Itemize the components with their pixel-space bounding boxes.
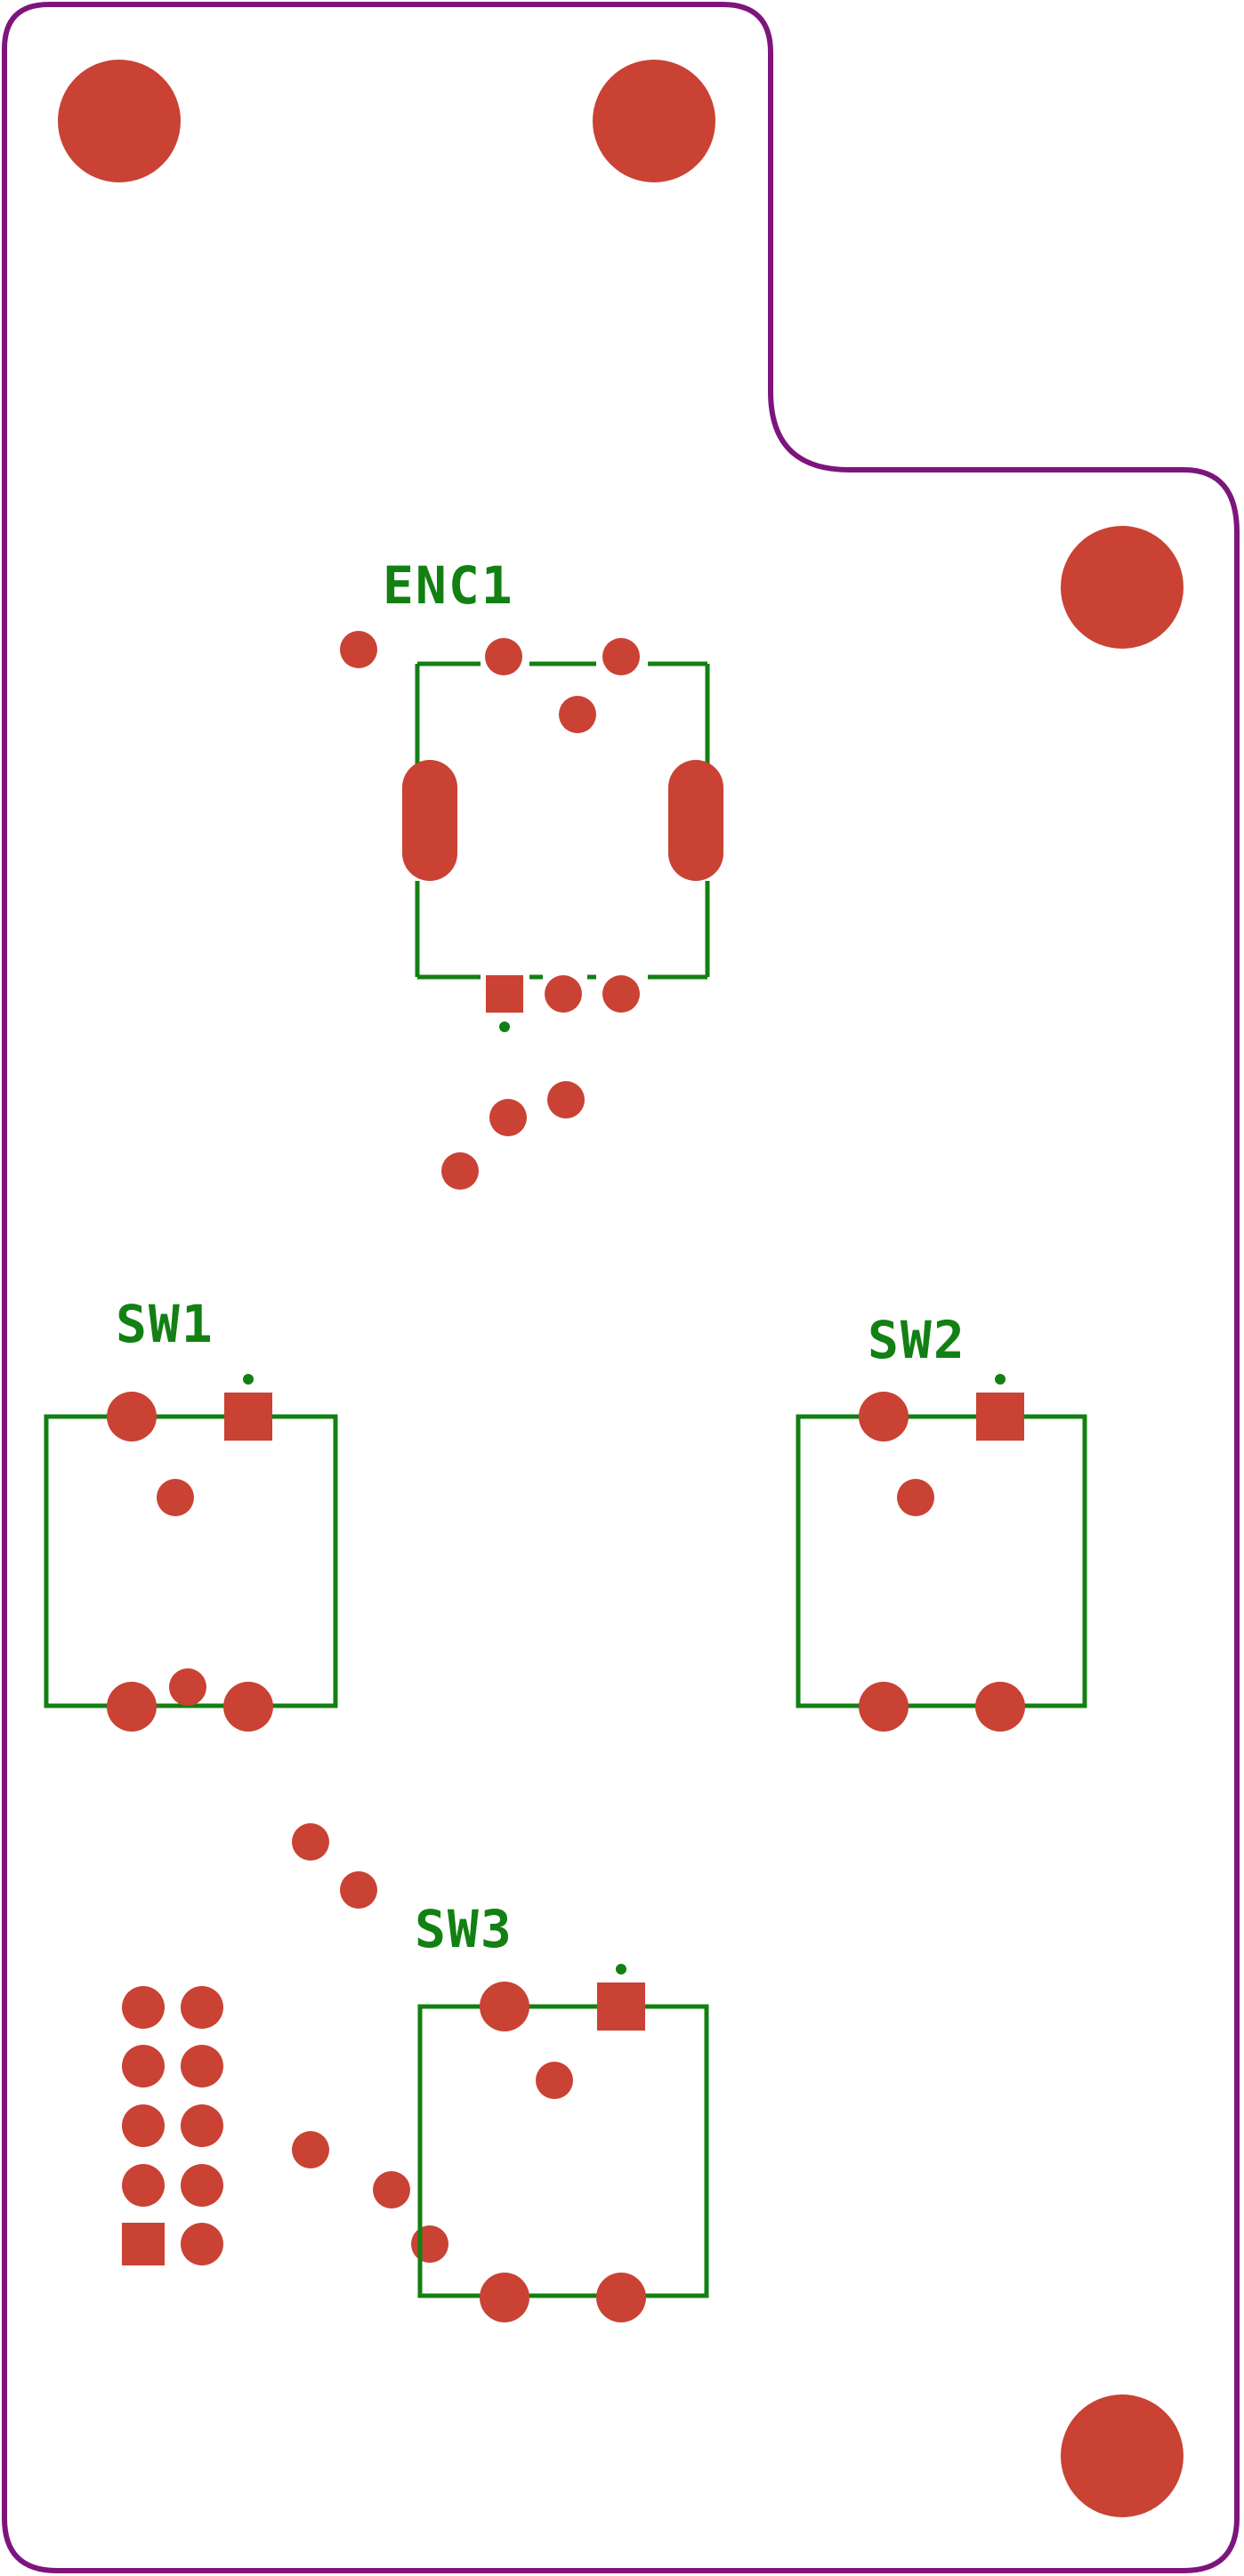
via bbox=[441, 1152, 479, 1190]
pad bbox=[485, 638, 522, 675]
sw1-silkscreen-outline bbox=[44, 1414, 338, 1708]
enc1-pads bbox=[402, 638, 723, 1013]
pad bbox=[181, 2045, 223, 2087]
via bbox=[373, 2171, 410, 2209]
sw3-footprint: SW3 bbox=[415, 1899, 709, 2322]
mounting-hole bbox=[1061, 526, 1183, 649]
pad bbox=[975, 1682, 1025, 1732]
pad bbox=[107, 1392, 157, 1441]
sw3-pads bbox=[480, 1982, 646, 2322]
sw2-silkscreen-outline bbox=[796, 1414, 1087, 1708]
pad bbox=[480, 2273, 529, 2322]
pad bbox=[545, 975, 582, 1013]
mounting-hole bbox=[593, 60, 715, 182]
pad bbox=[107, 1682, 157, 1732]
pad bbox=[181, 2104, 223, 2147]
via bbox=[292, 2131, 329, 2168]
pad bbox=[157, 1479, 194, 1516]
sw2-pads bbox=[859, 1392, 1025, 1732]
mounting-holes bbox=[58, 60, 1183, 2517]
sw2-footprint: SW2 bbox=[796, 1310, 1087, 1732]
sw1-footprint: SW1 bbox=[44, 1294, 338, 1732]
pin-header-2x5 bbox=[122, 1986, 223, 2265]
enc1-silkscreen-outline bbox=[415, 661, 710, 980]
pin1-square-pad bbox=[597, 1982, 645, 2031]
vias bbox=[292, 631, 585, 2263]
pad bbox=[122, 1986, 165, 2029]
via bbox=[547, 1081, 585, 1118]
enc1-designator: ENC1 bbox=[383, 555, 514, 616]
pad bbox=[596, 2273, 646, 2322]
pin1-square-pad bbox=[122, 2223, 165, 2265]
pad bbox=[859, 1392, 909, 1441]
pad bbox=[122, 2164, 165, 2207]
pad bbox=[122, 2104, 165, 2147]
pad bbox=[559, 696, 596, 733]
pad bbox=[602, 975, 640, 1013]
pad bbox=[169, 1668, 206, 1706]
via bbox=[489, 1099, 527, 1136]
sw1-designator: SW1 bbox=[116, 1294, 214, 1354]
enc1-footprint: ENC1 bbox=[383, 555, 723, 1032]
sw3-silkscreen-outline bbox=[417, 2004, 709, 2298]
pin1-marker-dot bbox=[499, 1022, 510, 1032]
pin1-square-pad bbox=[486, 975, 523, 1013]
pin1-marker-dot bbox=[616, 1964, 626, 1974]
pad bbox=[181, 2164, 223, 2207]
pad bbox=[536, 2062, 573, 2099]
pin1-square-pad bbox=[976, 1393, 1024, 1441]
pad bbox=[859, 1682, 909, 1732]
pin1-marker-dot bbox=[995, 1374, 1006, 1385]
mounting-slot-pad bbox=[668, 760, 723, 881]
sw3-designator: SW3 bbox=[415, 1899, 513, 1959]
pad bbox=[602, 638, 640, 675]
sw1-pads bbox=[107, 1392, 273, 1732]
pad bbox=[897, 1479, 934, 1516]
mounting-hole bbox=[1061, 2394, 1183, 2517]
sw2-designator: SW2 bbox=[868, 1310, 966, 1370]
mounting-slot-pad bbox=[402, 760, 457, 881]
pin1-square-pad bbox=[224, 1393, 272, 1441]
via bbox=[340, 631, 377, 668]
via bbox=[411, 2225, 448, 2263]
pad bbox=[122, 2045, 165, 2087]
pin1-marker-dot bbox=[243, 1374, 254, 1385]
pad bbox=[480, 1982, 529, 2031]
pad bbox=[181, 1986, 223, 2029]
mounting-hole bbox=[58, 60, 181, 182]
via bbox=[292, 1823, 329, 1861]
via bbox=[340, 1871, 377, 1909]
pad bbox=[223, 1682, 273, 1732]
pad bbox=[181, 2223, 223, 2265]
